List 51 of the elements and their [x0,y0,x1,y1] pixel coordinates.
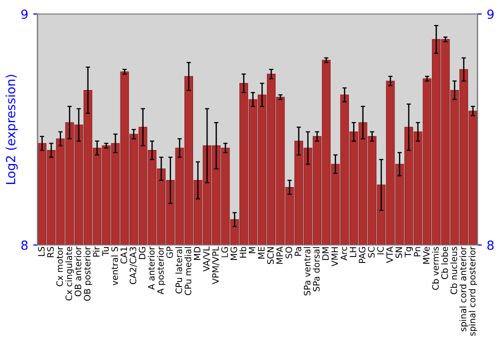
x-tick-label: VTA [386,246,393,263]
x-tick-label: Cx motor [56,246,63,286]
x-tick-label: Hb [240,246,246,258]
x-tick-label: ME [258,246,264,259]
x-tick-label: Pn [414,247,420,256]
x-tick-label: Pir [92,246,100,257]
x-tick-label: MG [230,247,238,260]
x-tick-label: LS [38,246,45,256]
x-tick-label: SPa ventral [304,247,310,296]
x-tick-label: ventral S [111,246,118,286]
x-tick-label: Arc [340,246,348,261]
x-tick-label: DM [322,247,329,260]
x-tick-label: A posterior [157,246,166,294]
x-tick-label: IC [377,246,384,254]
x-tick-label: MPA [276,246,283,264]
x-tick-label: Tu [102,247,109,256]
x-tick-label: OB anterior [74,246,82,296]
x-tick-label: SC [368,246,375,258]
x-tick-label: Cx cingulate [65,246,74,300]
x-tick-label: SO [286,246,292,258]
x-tick-label: spinal cord anterior [460,246,468,332]
x-tick-label: Cb vermis [432,246,439,290]
x-tick-label: RS [47,246,54,258]
x-tick-label: CPu lateral [175,247,182,294]
x-tick-label: LG [221,247,228,258]
x-tick-label: LH [350,247,356,257]
x-tick-label: Cb nucleus [450,246,458,294]
x-tick-label: PAG [358,247,366,263]
y2-tick-label: 8 [487,240,494,250]
x-tick-label: A anterior [148,246,155,290]
x-tick-label: GP [166,246,173,258]
x-tick-label: Pa [294,247,302,256]
y2-tick-label: 9 [487,9,494,19]
x-tick-label: VMH [331,247,338,266]
x-tick-label: VPM/VPL [212,246,220,284]
x-tick-label: SCN [267,247,274,264]
x-tick-label: CA1 [120,247,128,264]
x-tick-label: SN [396,247,402,258]
y-axis-title: Log2 (expression) [6,74,18,184]
x-tick-label: spinal cord posterior [468,246,478,336]
x-tick-label: VA/VL [203,246,210,272]
x-tick-label: MVe [423,246,430,264]
x-tick-label: OB posterior [84,246,92,301]
x-tick-label: SPa dorsal [312,247,320,292]
x-tick-label: DG [138,247,146,260]
x-tick-label: M [248,247,256,254]
x-tick-label: Tg [404,247,413,258]
x-tick-label: CPu medial [184,247,192,296]
x-tick-label: CA2/CA3 [130,247,137,284]
x-tick-label: MD [194,246,200,260]
x-tick-label: Cb lobe [441,246,448,280]
